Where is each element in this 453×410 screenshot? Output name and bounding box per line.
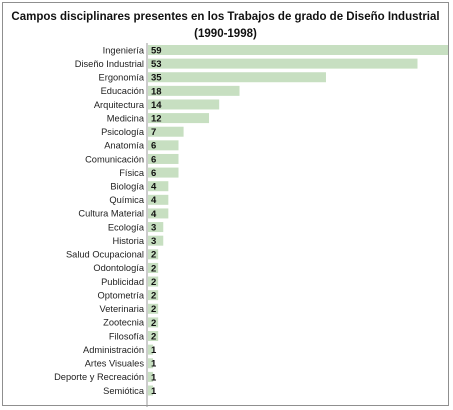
value-label-educacion: 18 xyxy=(151,86,162,97)
category-label-artes-visuales: Artes Visuales xyxy=(85,359,145,369)
bar-ingenieria xyxy=(148,45,448,55)
bar-historia xyxy=(148,235,164,246)
value-label-semiotica: 1 xyxy=(151,386,157,397)
bar-administracion xyxy=(148,344,154,355)
category-label-anatomia: Anatomía xyxy=(104,141,145,151)
bar-optometria xyxy=(148,290,159,301)
category-label-salud-ocupacional: Salud Ocupacional xyxy=(66,250,144,260)
category-label-optometria: Optometría xyxy=(97,290,144,300)
bar-semiotica xyxy=(148,385,154,396)
category-label-publicidad: Publicidad xyxy=(101,277,144,287)
category-label-odontologia: Odontología xyxy=(93,263,144,273)
chart-frame: Campos disciplinares presentes en los Tr… xyxy=(2,2,449,407)
bar-anatomia xyxy=(148,140,179,151)
value-label-ingenieria: 59 xyxy=(151,45,162,56)
value-label-administracion: 1 xyxy=(151,345,157,356)
value-label-arquitectura: 14 xyxy=(151,100,162,111)
value-label-historia: 3 xyxy=(151,236,156,247)
value-label-ecologia: 3 xyxy=(151,222,156,233)
chart-title-line-1: Campos disciplinares presentes en los Tr… xyxy=(11,11,440,23)
bar-cultura-material xyxy=(148,208,169,219)
category-label-arquitectura: Arquitectura xyxy=(94,100,145,110)
value-label-publicidad: 2 xyxy=(151,277,156,288)
value-label-medicina: 12 xyxy=(151,114,162,125)
bar-zootecnia xyxy=(148,317,159,328)
category-label-fisica: Física xyxy=(119,168,145,178)
category-label-diseno-industrial: Diseño Industrial xyxy=(75,59,144,69)
bar-chart: Ingeniería 59 Diseño Industrial 53 Ergonomía… xyxy=(54,43,448,407)
category-label-biologia: Biología xyxy=(110,182,144,192)
value-label-filosofia: 2 xyxy=(151,331,156,342)
bar-educacion xyxy=(148,85,240,96)
value-label-ergonomia: 35 xyxy=(151,73,162,84)
category-label-psicologia: Psicología xyxy=(101,127,145,137)
bar-filosofia xyxy=(148,331,159,342)
bar-ecologia xyxy=(148,222,164,233)
chart-title: Campos disciplinares presentes en los Tr… xyxy=(3,9,448,43)
value-label-optometria: 2 xyxy=(151,291,156,302)
category-label-deporte-y-recreacion: Deporte y Recreación xyxy=(54,372,144,382)
bar-artes-visuales xyxy=(148,358,154,369)
bar-psicologia xyxy=(148,126,184,137)
value-label-odontologia: 2 xyxy=(151,263,156,274)
bar-quimica xyxy=(148,194,169,205)
bar-veterinaria xyxy=(148,303,159,314)
category-label-zootecnia: Zootecnia xyxy=(103,318,145,328)
bar-medicina xyxy=(148,113,210,124)
category-label-cultura-material: Cultura Material xyxy=(78,209,144,219)
category-label-ergonomia: Ergonomía xyxy=(99,73,145,83)
category-label-comunicacion: Comunicación xyxy=(85,154,144,164)
value-label-veterinaria: 2 xyxy=(151,304,156,315)
value-label-cultura-material: 4 xyxy=(151,209,157,220)
category-label-educacion: Educación xyxy=(101,86,144,96)
chart-title-line-2: (1990-1998) xyxy=(194,28,257,40)
value-label-deporte-y-recreacion: 1 xyxy=(151,372,157,383)
bar-deporte-y-recreacion xyxy=(148,371,154,382)
category-label-filosofia: Filosofía xyxy=(109,331,145,341)
bar-odontologia xyxy=(148,262,159,273)
value-label-diseno-industrial: 53 xyxy=(151,59,162,70)
category-label-historia: Historia xyxy=(112,236,144,246)
category-label-semiotica: Semiótica xyxy=(103,386,145,396)
bar-comunicacion xyxy=(148,153,179,164)
value-label-salud-ocupacional: 2 xyxy=(151,250,156,261)
bar-ergonomia xyxy=(148,72,326,83)
value-label-biologia: 4 xyxy=(151,182,157,193)
bar-publicidad xyxy=(148,276,159,287)
category-label-quimica: Química xyxy=(109,195,144,205)
value-label-fisica: 6 xyxy=(151,168,156,179)
value-label-psicologia: 7 xyxy=(151,127,156,138)
value-label-artes-visuales: 1 xyxy=(151,359,157,370)
bar-arquitectura xyxy=(148,99,220,110)
category-label-ingenieria: Ingeniería xyxy=(103,45,145,55)
bar-fisica xyxy=(148,167,179,178)
category-label-veterinaria: Veterinaria xyxy=(100,304,145,314)
bar-diseno-industrial xyxy=(148,58,418,69)
bar-salud-ocupacional xyxy=(148,249,159,260)
value-label-comunicacion: 6 xyxy=(151,154,156,165)
value-label-zootecnia: 2 xyxy=(151,318,156,329)
category-label-medicina: Medicina xyxy=(107,113,145,123)
bar-biologia xyxy=(148,181,169,192)
category-label-administracion: Administración xyxy=(83,345,144,355)
category-label-ecologia: Ecología xyxy=(108,222,145,232)
value-label-quimica: 4 xyxy=(151,195,157,206)
value-label-anatomia: 6 xyxy=(151,141,156,152)
